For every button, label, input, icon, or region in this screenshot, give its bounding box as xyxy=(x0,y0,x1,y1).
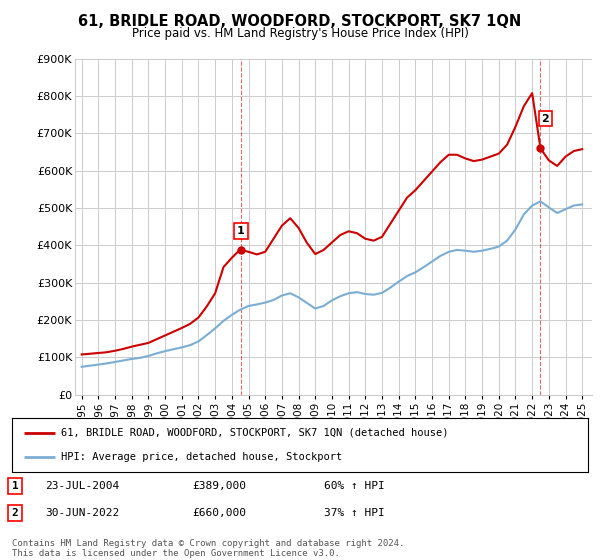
Text: 30-JUN-2022: 30-JUN-2022 xyxy=(45,508,119,518)
Text: HPI: Average price, detached house, Stockport: HPI: Average price, detached house, Stoc… xyxy=(61,452,342,462)
Text: £660,000: £660,000 xyxy=(192,508,246,518)
Text: £389,000: £389,000 xyxy=(192,481,246,491)
Text: 2: 2 xyxy=(11,508,19,518)
Text: 2: 2 xyxy=(542,114,550,124)
Text: 1: 1 xyxy=(11,481,19,491)
Text: Contains HM Land Registry data © Crown copyright and database right 2024.
This d: Contains HM Land Registry data © Crown c… xyxy=(12,539,404,558)
Text: 23-JUL-2004: 23-JUL-2004 xyxy=(45,481,119,491)
Text: 61, BRIDLE ROAD, WOODFORD, STOCKPORT, SK7 1QN: 61, BRIDLE ROAD, WOODFORD, STOCKPORT, SK… xyxy=(79,14,521,29)
Text: 37% ↑ HPI: 37% ↑ HPI xyxy=(324,508,385,518)
Text: 61, BRIDLE ROAD, WOODFORD, STOCKPORT, SK7 1QN (detached house): 61, BRIDLE ROAD, WOODFORD, STOCKPORT, SK… xyxy=(61,428,448,438)
Text: 1: 1 xyxy=(237,226,245,236)
Text: Price paid vs. HM Land Registry's House Price Index (HPI): Price paid vs. HM Land Registry's House … xyxy=(131,27,469,40)
Text: 60% ↑ HPI: 60% ↑ HPI xyxy=(324,481,385,491)
